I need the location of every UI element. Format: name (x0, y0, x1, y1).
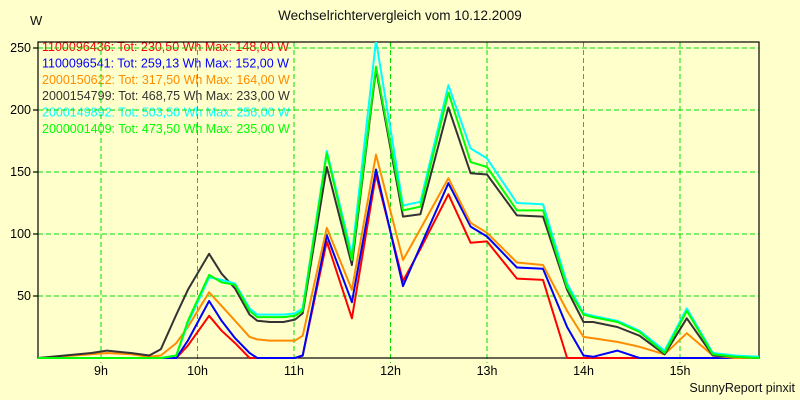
y-axis-unit-label: W (30, 13, 43, 28)
chart-title: Wechselrichtervergleich vom 10.12.2009 (278, 8, 522, 23)
y-tick-label-200: 200 (10, 103, 31, 117)
x-tick-label-10h: 10h (187, 364, 208, 378)
watermark-text: SunnyReport pinxit (689, 381, 795, 395)
x-tick-label-12h: 12h (380, 364, 401, 378)
legend-entry-1100096436: 1100096436: Tot: 230,50 Wh Max: 148,00 W (42, 40, 289, 54)
series-line-2000150622 (38, 153, 759, 359)
y-tick-label-100: 100 (10, 227, 31, 241)
x-tick-label-9h: 9h (94, 364, 108, 378)
legend-entry-2000150622: 2000150622: Tot: 317,50 Wh Max: 164,00 W (42, 73, 290, 87)
x-tick-label-14h: 14h (573, 364, 594, 378)
x-tick-label-13h: 13h (477, 364, 498, 378)
legend-entry-2000149892: 2000149892: Tot: 503,50 Wh Max: 256,00 W (42, 106, 290, 120)
chart-frame (37, 41, 760, 359)
y-tick-label-250: 250 (10, 41, 31, 55)
series-line-2000001409 (38, 65, 759, 359)
legend-entry-1100096541: 1100096541: Tot: 259,13 Wh Max: 152,00 W (42, 56, 289, 70)
x-tick-label-15h: 15h (670, 364, 691, 378)
x-tick-label-11h: 11h (284, 364, 304, 378)
series-line-1100096541 (38, 168, 759, 359)
series-line-2000154799 (38, 68, 759, 359)
y-tick-label-50: 50 (17, 289, 31, 303)
legend-entry-2000154799: 2000154799: Tot: 468,75 Wh Max: 233,00 W (42, 89, 290, 103)
legend-entry-2000001409: 2000001409: Tot: 473,50 Wh Max: 235,00 W (42, 122, 290, 136)
y-tick-label-150: 150 (10, 165, 31, 179)
